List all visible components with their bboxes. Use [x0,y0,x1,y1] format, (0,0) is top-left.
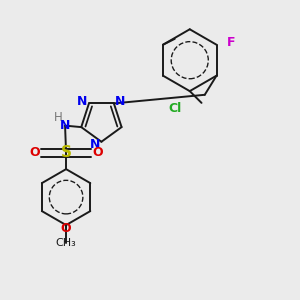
Text: S: S [61,146,72,160]
Text: CH₃: CH₃ [56,238,76,248]
Text: N: N [60,119,70,132]
Text: O: O [92,146,103,159]
Text: N: N [90,138,100,151]
Text: O: O [61,221,71,235]
Text: Cl: Cl [168,102,182,115]
Text: N: N [115,94,125,107]
Text: H: H [54,111,63,124]
Text: O: O [29,146,40,159]
Text: N: N [77,94,88,107]
Text: F: F [227,36,235,49]
